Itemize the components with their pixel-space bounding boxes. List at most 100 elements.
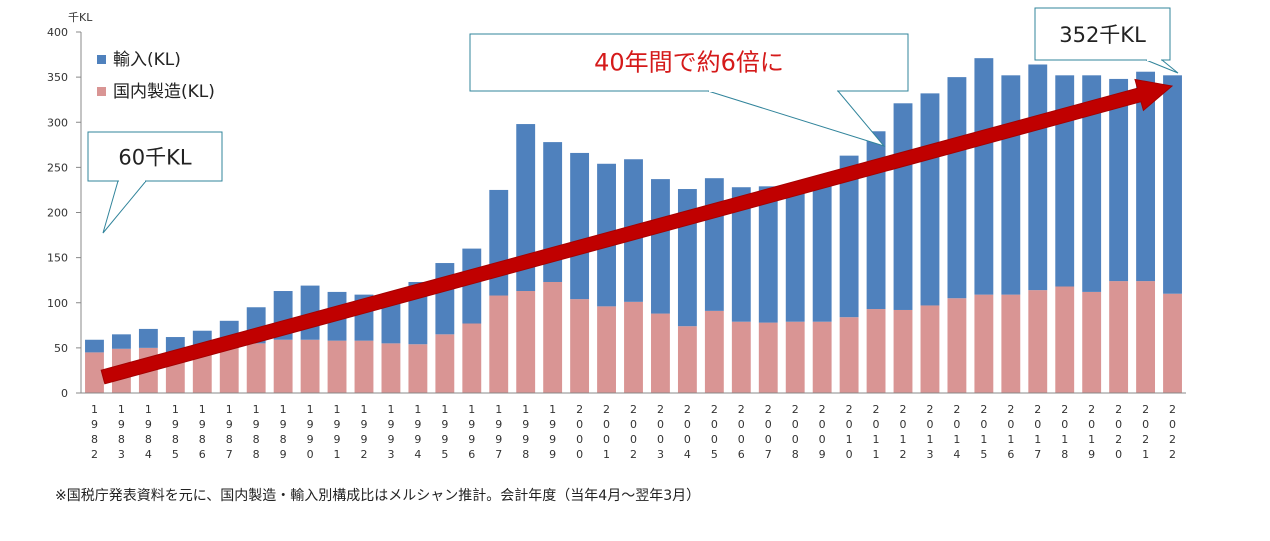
start-callout-pointer xyxy=(102,180,148,234)
bar-import-2013 xyxy=(920,93,940,306)
bar-domestic-2017 xyxy=(1028,290,1048,393)
bar-import-2021 xyxy=(1136,71,1156,282)
bar-import-2010 xyxy=(839,155,859,318)
bar-domestic-2016 xyxy=(1001,294,1021,393)
y-tick-label-400: 400 xyxy=(47,26,68,39)
bar-domestic-1987 xyxy=(219,347,239,393)
bar-domestic-1996 xyxy=(462,323,482,393)
bar-domestic-1990 xyxy=(300,339,320,393)
bar-import-1998 xyxy=(516,124,536,292)
bar-domestic-1997 xyxy=(489,295,509,393)
y-tick-label-100: 100 xyxy=(47,297,68,310)
bar-import-1982 xyxy=(85,339,104,353)
bar-import-2012 xyxy=(893,103,913,310)
bar-import-2015 xyxy=(974,58,994,295)
bar-import-2009 xyxy=(812,178,832,322)
bar-import-2007 xyxy=(758,186,778,323)
y-axis-unit-label: 千KL xyxy=(68,11,93,24)
end-callout-box xyxy=(1034,7,1171,61)
y-tick-label-350: 350 xyxy=(47,71,68,84)
legend-swatch-domestic xyxy=(97,87,106,96)
trend-callout-pointer xyxy=(707,90,886,147)
trend-arrow xyxy=(100,78,1174,385)
y-tick-label-50: 50 xyxy=(54,342,68,355)
bar-domestic-2001 xyxy=(597,306,616,393)
bar-import-1995 xyxy=(435,263,455,335)
bar-domestic-1995 xyxy=(435,334,455,393)
y-tick-label-300: 300 xyxy=(47,116,68,129)
bar-domestic-1998 xyxy=(516,291,536,393)
end-callout-text: 352千KL xyxy=(1059,23,1146,47)
bar-import-2019 xyxy=(1082,75,1102,292)
bar-domestic-1988 xyxy=(246,343,266,393)
bar-import-2008 xyxy=(785,184,805,322)
bar-domestic-2000 xyxy=(570,299,590,393)
bar-domestic-1989 xyxy=(273,339,293,393)
bar-domestic-2022 xyxy=(1163,293,1182,393)
bar-domestic-2011 xyxy=(866,309,886,393)
bar-import-2016 xyxy=(1001,75,1021,295)
trend-callout: 40年間で約6倍に xyxy=(469,33,909,147)
bar-import-2000 xyxy=(570,152,590,300)
bar-domestic-2012 xyxy=(893,309,913,393)
trend-callout-box xyxy=(469,33,909,92)
bar-domestic-2009 xyxy=(812,321,832,393)
bar-domestic-2013 xyxy=(920,305,940,393)
bar-domestic-1993 xyxy=(381,343,401,393)
start-callout-box xyxy=(87,131,223,182)
legend-swatch-import xyxy=(97,55,106,64)
bar-domestic-2010 xyxy=(839,317,859,393)
bar-import-2014 xyxy=(947,77,967,299)
bar-domestic-1994 xyxy=(408,344,428,393)
y-tick-label-150: 150 xyxy=(47,252,68,265)
bar-import-2003 xyxy=(651,179,670,314)
bar-domestic-2020 xyxy=(1109,281,1129,393)
y-tick-label-0: 0 xyxy=(61,387,68,400)
end-callout: 352千KL xyxy=(1034,7,1179,74)
bar-import-2011 xyxy=(866,131,886,310)
bar-domestic-2002 xyxy=(624,301,643,393)
bar-import-1984 xyxy=(138,328,158,348)
bar-domestic-2006 xyxy=(731,321,751,393)
bar-domestic-2005 xyxy=(704,310,724,393)
bar-import-2020 xyxy=(1109,78,1129,282)
bar-import-1983 xyxy=(111,334,131,349)
bar-domestic-2018 xyxy=(1055,286,1075,393)
end-callout-pointer xyxy=(1145,59,1179,74)
